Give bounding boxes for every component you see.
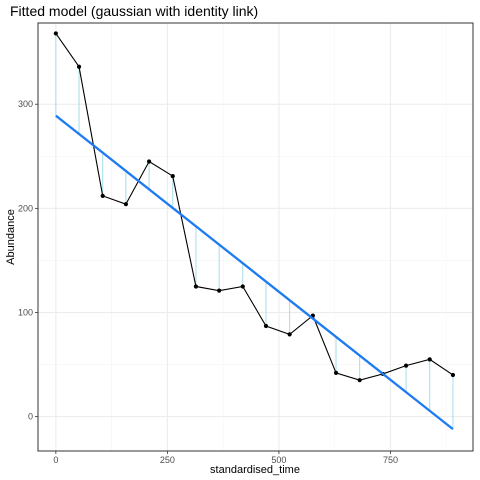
observed-point [146,159,152,164]
observed-point [450,372,456,378]
y-tick-label: 100 [18,307,33,317]
observed-point [123,202,128,207]
observed-point [427,357,432,362]
x-tick-label: 250 [160,455,175,465]
residual-lines [55,33,454,430]
observed-point [53,31,58,36]
y-tick-label: 200 [18,203,33,213]
x-tick-label: 750 [383,455,398,465]
observed-point [240,284,245,289]
observed-point [76,64,82,69]
axes: 0 250 500 750 0 100 200 300 [18,99,398,465]
chart-title: Fitted model (gaussian with identity lin… [10,3,258,19]
x-tick-label: 500 [271,455,286,465]
y-tick-label: 300 [18,99,33,109]
observed-point [193,284,199,289]
observed-point [263,323,269,329]
x-axis-title: standardised_time [210,464,300,476]
observed-point [287,332,292,337]
fitted-line [55,114,454,431]
y-axis-title: Abundance [5,209,17,265]
observed-point [357,378,362,383]
plot-panel [38,23,473,451]
y-tick-label: 0 [28,412,33,422]
observed-point [403,363,409,368]
observed-point [170,173,175,179]
observed-line [55,33,454,381]
x-tick-label: 0 [53,455,58,465]
grid [38,23,473,451]
fitted-series [55,114,454,431]
observed-series [53,31,456,383]
observed-point [217,288,222,293]
panel-border [37,22,474,452]
observed-point [333,370,339,375]
observed-point [100,193,105,198]
